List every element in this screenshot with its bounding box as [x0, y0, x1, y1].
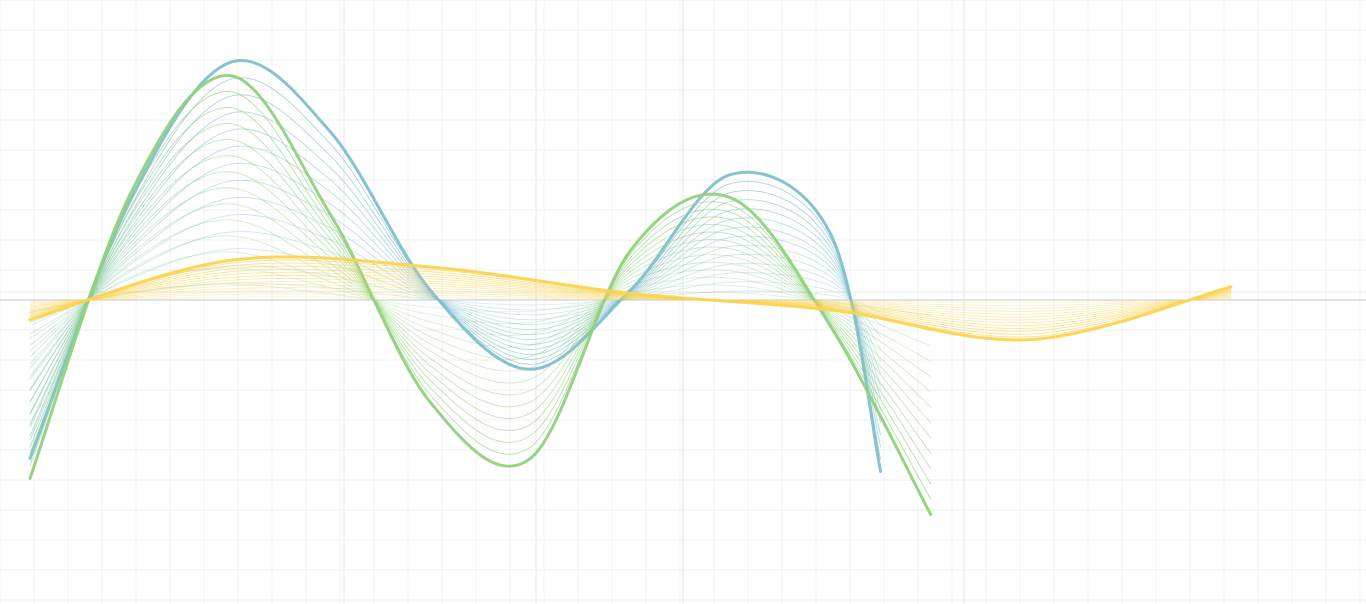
series-2-trace	[29, 290, 1232, 310]
series-1-trace	[29, 187, 932, 408]
series-0-line	[28, 59, 883, 474]
series-2-trace	[29, 296, 1232, 304]
series-2-trace	[29, 268, 1232, 330]
series-0-trace	[29, 128, 882, 424]
series-2-trace	[29, 281, 1232, 318]
series-1-trace	[29, 283, 932, 316]
series-2-trace	[29, 284, 1232, 315]
series-1-trace	[29, 171, 932, 424]
series-group	[28, 59, 1233, 516]
series-1-trace	[29, 91, 932, 500]
series-1-trace	[29, 139, 932, 454]
series-1-trace	[29, 251, 932, 347]
series-0-trace	[29, 231, 882, 350]
series-2	[28, 255, 1233, 342]
series-2-trace	[29, 278, 1232, 321]
series-1-trace	[29, 107, 932, 485]
axes	[0, 291, 1366, 301]
series-2-trace	[29, 293, 1232, 307]
series-0-trace	[29, 162, 882, 399]
series-0-trace	[29, 179, 882, 387]
series-1-trace	[29, 267, 932, 332]
series-1	[28, 74, 933, 516]
series-1-trace	[29, 219, 932, 378]
series-0-trace	[29, 248, 882, 338]
series-0-trace	[29, 145, 882, 411]
series-2-trace	[29, 274, 1232, 324]
series-1-trace	[29, 155, 932, 439]
series-1-trace	[29, 203, 932, 393]
series-0-trace	[29, 111, 882, 436]
series-2-line	[28, 255, 1233, 342]
series-1-line	[28, 74, 933, 516]
series-0-trace	[29, 282, 882, 313]
series-2-trace	[29, 271, 1232, 327]
series-0-trace	[29, 94, 882, 448]
series-2-trace	[29, 287, 1232, 312]
series-1-trace	[29, 235, 932, 362]
series-0-trace	[29, 214, 882, 362]
series-1-trace	[29, 123, 932, 469]
series-0	[28, 59, 883, 474]
